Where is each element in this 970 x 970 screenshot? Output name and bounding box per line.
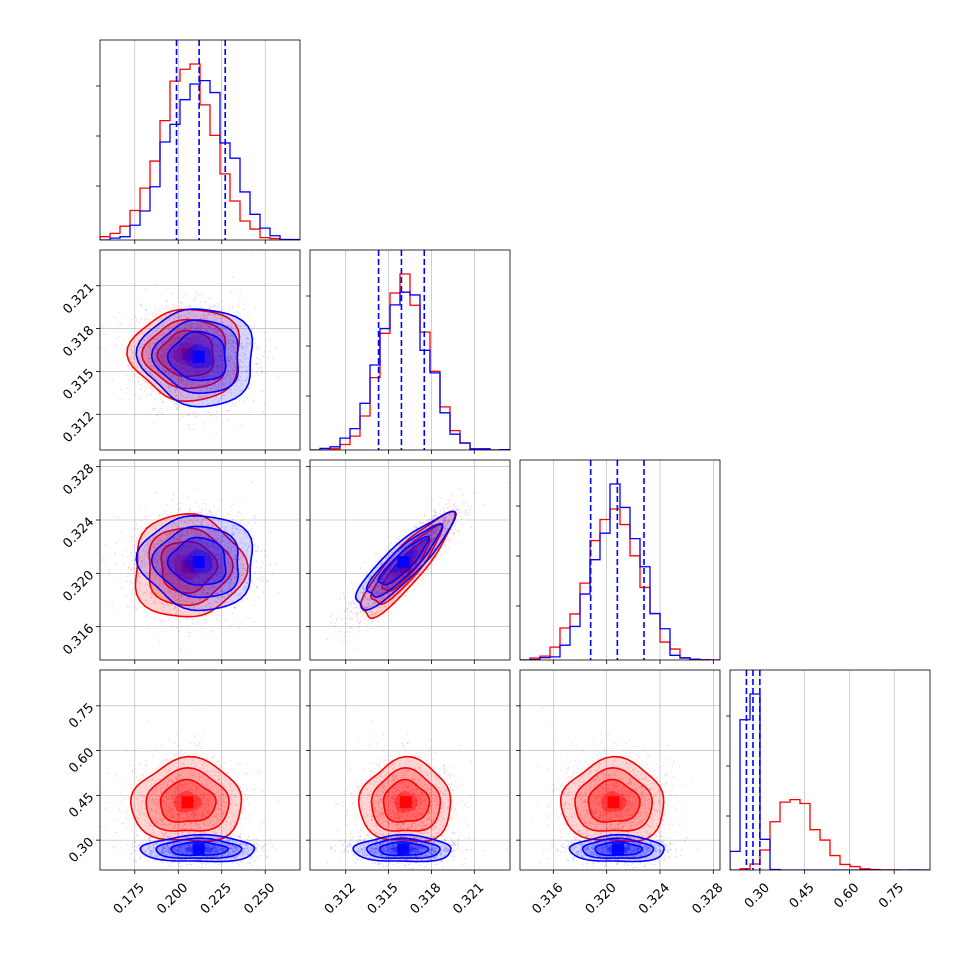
contour-line-red [370, 766, 442, 832]
scatter-panel-2-0: 0.316 0.320 0.324 0.328 [60, 459, 301, 664]
axes-frame [309, 249, 511, 451]
axes-frame [729, 669, 931, 871]
x-tick-label: 0.30 [742, 880, 773, 911]
scatter-panel-3-2: 0.316 0.320 0.324 0.328 [516, 669, 726, 917]
contour-line-blue [166, 330, 227, 382]
y-tick-label: 0.60 [66, 745, 97, 776]
x-tick-label: 0.312 [322, 880, 359, 917]
contour-line-blue [150, 319, 240, 395]
contour-line-blue [581, 837, 655, 860]
x-tick-label: 0.45 [787, 880, 818, 911]
x-tick-label: 0.324 [636, 880, 673, 917]
contour-line-red [381, 537, 431, 592]
axes-frame [99, 459, 301, 661]
histogram-panel-1 [306, 249, 511, 454]
histogram-panel-2 [516, 459, 721, 664]
axes-frame [519, 459, 721, 661]
contour-line-blue [354, 510, 457, 612]
axes-frame [99, 669, 301, 871]
contour-line-blue [166, 536, 227, 586]
density-peak-blue [397, 556, 410, 569]
axes-frame [99, 39, 301, 241]
y-tick-label: 0.316 [60, 621, 97, 658]
contour-line-red [370, 523, 444, 606]
y-tick-label: 0.45 [66, 790, 97, 821]
contour-line-blue [135, 514, 254, 612]
contour-line-red [574, 766, 654, 832]
y-tick-label: 0.30 [66, 835, 97, 866]
contour-line-red [148, 527, 234, 607]
x-tick-label: 0.60 [831, 880, 862, 911]
y-tick-label: 0.312 [60, 409, 97, 446]
x-tick-label: 0.315 [365, 880, 402, 917]
contour-line-blue [135, 308, 254, 408]
y-tick-label: 0.320 [60, 568, 97, 605]
density-peak-blue [192, 350, 205, 363]
contour-line-blue [150, 525, 240, 599]
axes-frame [309, 669, 511, 871]
contour-line-blue [139, 833, 256, 863]
contour-line-red [159, 778, 217, 823]
density-peak-red [181, 560, 194, 573]
contour-line-red [145, 766, 230, 832]
histogram-step-blue [310, 291, 510, 450]
scatter-panel-3-1: 0.312 0.315 0.318 0.321 [306, 669, 511, 917]
contour-line-red [559, 755, 665, 843]
histogram-step-red [310, 273, 510, 450]
x-tick-label: 0.75 [876, 880, 907, 911]
contour-line-blue [377, 535, 430, 586]
x-tick-label: 0.320 [583, 880, 620, 917]
scatter-panel-2-1 [306, 459, 511, 664]
contour-line-blue [568, 833, 665, 863]
x-tick-label: 0.225 [198, 880, 235, 917]
y-tick-label: 0.318 [60, 323, 97, 360]
density-peak-red [607, 796, 620, 809]
scatter-panel-1-0: 0.312 0.315 0.318 0.321 [60, 249, 301, 454]
contour-line-blue [352, 833, 452, 863]
x-tick-label: 0.175 [111, 880, 148, 917]
histogram-step-red [520, 508, 720, 660]
contour-line-red [359, 510, 457, 620]
density-peak-blue [192, 556, 205, 569]
histogram-panel-3: 0.30 0.45 0.60 0.75 [726, 669, 931, 912]
x-tick-label: 0.321 [450, 880, 487, 917]
histogram-step-blue [730, 693, 930, 870]
x-tick-label: 0.328 [689, 880, 726, 917]
contour-line-red [160, 540, 219, 594]
axes-frame [519, 669, 721, 871]
x-tick-label: 0.316 [529, 880, 566, 917]
y-tick-label: 0.321 [60, 280, 97, 317]
contour-line-red [357, 755, 452, 843]
density-peak-red [399, 796, 412, 809]
histogram-step-blue [520, 483, 720, 660]
contour-line-blue [155, 837, 243, 860]
y-tick-label: 0.324 [60, 515, 97, 552]
x-tick-label: 0.200 [154, 880, 191, 917]
histogram-panel-0 [96, 39, 301, 244]
axes-frame [99, 249, 301, 451]
histogram-step-blue [100, 79, 300, 240]
y-tick-label: 0.315 [60, 366, 97, 403]
contour-line-red [382, 778, 431, 823]
density-peak-red [181, 348, 194, 361]
histogram-step-red [100, 63, 300, 240]
x-tick-label: 0.250 [241, 880, 278, 917]
scatter-panel-3-0: 0.30 0.45 0.60 0.75 0.175 0.200 0.225 0.250 [66, 669, 301, 917]
contour-line-blue [365, 522, 444, 598]
density-peak-blue [611, 843, 624, 856]
x-tick-label: 0.318 [408, 880, 445, 917]
density-peak-blue [192, 843, 205, 856]
y-tick-label: 0.75 [66, 701, 97, 732]
contour-line-blue [365, 837, 441, 860]
y-tick-label: 0.328 [60, 461, 97, 498]
contour-line-red [587, 778, 641, 823]
density-peak-red [181, 796, 194, 809]
scatter-points-red [100, 487, 280, 650]
contour-line-red [156, 329, 215, 378]
axes-frame [309, 459, 511, 661]
density-peak-blue [397, 843, 410, 856]
